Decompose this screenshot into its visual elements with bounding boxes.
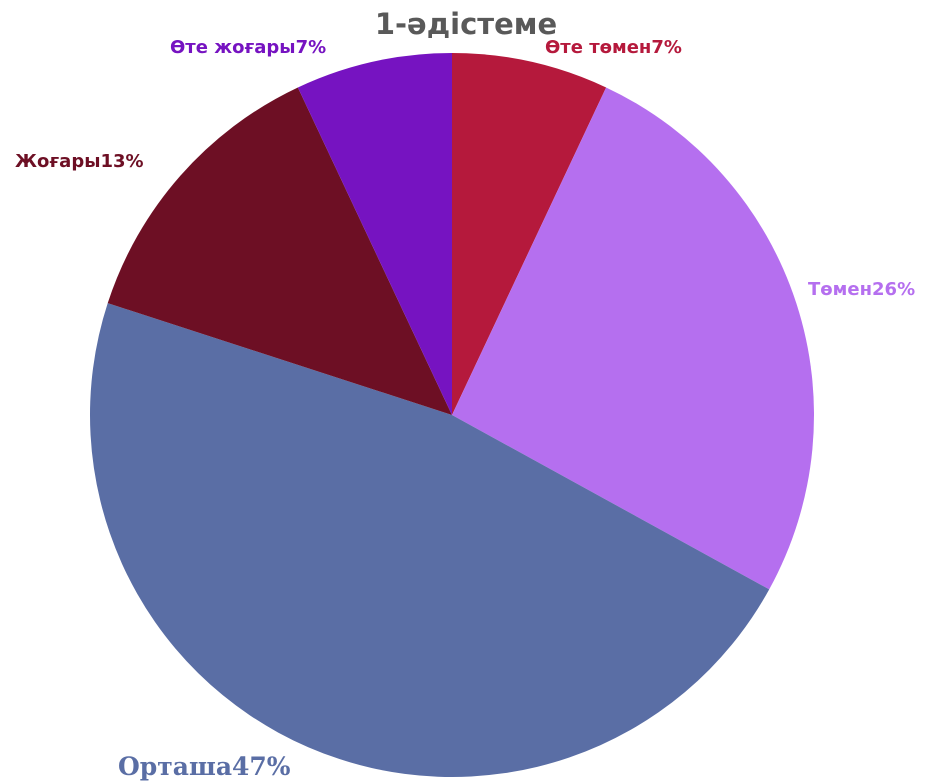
pie-slice xyxy=(90,303,770,778)
pie-slice xyxy=(452,53,607,415)
slice-label: Өте төмен7% xyxy=(545,37,682,58)
category-label: Өте төмен xyxy=(545,37,651,58)
slice-label: Төмен26% xyxy=(808,279,915,300)
pie-slice xyxy=(107,87,453,415)
category-label: Төмен xyxy=(808,279,872,300)
category-label: Орташа xyxy=(118,752,232,781)
chart-title: 1-әдістеме xyxy=(375,7,557,41)
category-label: Өте жоғары xyxy=(170,37,296,58)
value-label: 7% xyxy=(651,37,682,58)
category-label: Жоғары xyxy=(15,151,100,172)
pie-slice xyxy=(297,53,452,415)
slice-label: Орташа47% xyxy=(118,752,291,781)
pie-slice xyxy=(452,87,814,590)
value-label: 13% xyxy=(100,151,143,172)
slice-label: Өте жоғары7% xyxy=(170,37,326,58)
slice-label: Жоғары13% xyxy=(15,151,144,172)
value-label: 26% xyxy=(872,279,915,300)
value-label: 47% xyxy=(232,752,291,781)
value-label: 7% xyxy=(296,37,327,58)
